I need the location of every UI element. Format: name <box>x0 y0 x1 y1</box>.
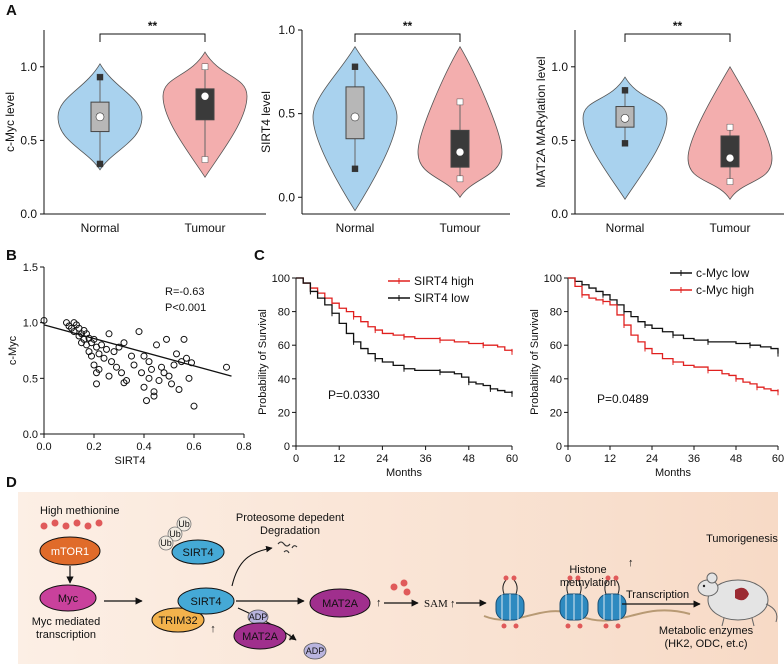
sirt4-up-arrow: ↑ <box>210 623 216 635</box>
proteosome-label-1: Proteosome depedent <box>236 512 344 524</box>
ub-label-3: Ub <box>160 538 172 548</box>
sam-up-arrow: ↑ <box>450 598 456 610</box>
mat2a-adp-label: MAT2A <box>242 631 279 643</box>
myc-label: Myc <box>58 593 79 605</box>
transcription-label: Transcription <box>626 589 689 601</box>
histone-label-1: Histone <box>569 564 606 576</box>
myc-mediated-label-1: Myc mediated <box>32 616 100 628</box>
proteosome-label-2: Degradation <box>260 525 320 537</box>
mat2a-adp-down-arrow: ↓ <box>287 631 293 643</box>
sirt4-label: SIRT4 <box>191 596 222 608</box>
mat2a-up-arrow: ↑ <box>376 597 382 609</box>
tumorigenesis-label: Tumorigenesis <box>706 533 778 545</box>
sam-label: SAM <box>424 598 448 610</box>
label-high-methionine: High methionine <box>40 505 120 517</box>
sirt4-ub-label: SIRT4 <box>183 547 214 559</box>
metabolic-enzymes-label-2: (HK2, ODC, et.c) <box>664 638 747 650</box>
adp-label-1: ADP <box>249 612 268 622</box>
histone-up-arrow: ↑ <box>628 557 634 569</box>
mat2a-label: MAT2A <box>322 598 359 610</box>
mtor1-label: mTOR1 <box>51 546 89 558</box>
myc-mediated-label-2: transcription <box>36 629 96 641</box>
adp-label-2: ADP <box>306 646 325 656</box>
trim32-label: TRIM32 <box>158 615 197 627</box>
metabolic-enzymes-label-1: Metabolic enzymes <box>659 625 754 637</box>
ub-label-1: Ub <box>178 519 190 529</box>
